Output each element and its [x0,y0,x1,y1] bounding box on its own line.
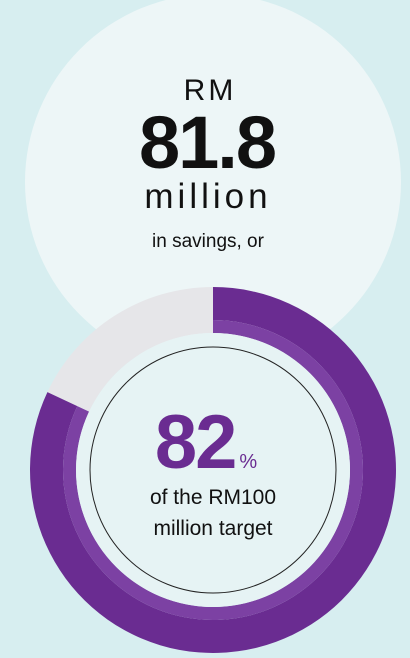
percent-unit: % [239,451,257,473]
savings-circle [25,0,401,370]
percent-label: 82% [155,400,258,485]
inner-outline [89,346,337,594]
percent-value: 82 [155,400,236,485]
target-caption: of the RM100 [150,486,276,509]
amount: 81.8 [139,101,275,184]
unit: million [144,177,271,216]
remainder-arc [47,287,213,412]
inner-fill [76,333,350,607]
currency: RM [184,74,237,107]
target-caption: million target [153,517,272,540]
caption: in savings, or [152,231,265,252]
